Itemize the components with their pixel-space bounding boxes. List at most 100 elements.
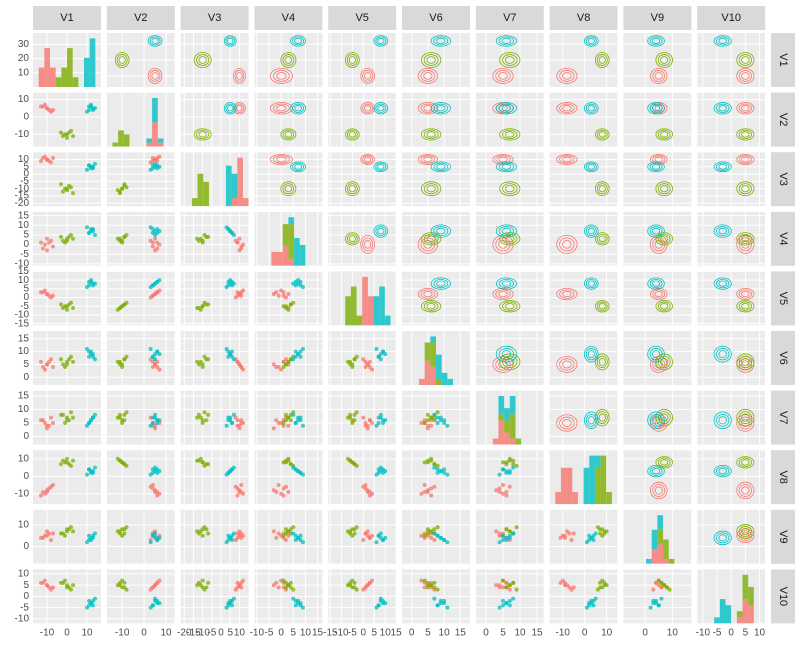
density-contour bbox=[499, 353, 521, 371]
point bbox=[124, 525, 129, 530]
point bbox=[200, 304, 205, 309]
histogram-bar bbox=[152, 122, 158, 147]
point bbox=[65, 186, 69, 191]
panel bbox=[328, 569, 397, 624]
point bbox=[148, 238, 153, 243]
point bbox=[432, 596, 437, 601]
point bbox=[153, 248, 158, 253]
point bbox=[501, 538, 505, 543]
x-tick-label: -10 bbox=[334, 628, 349, 639]
point bbox=[286, 490, 291, 495]
point bbox=[124, 185, 129, 190]
density-contour bbox=[433, 103, 449, 113]
y-tick-label: 5 bbox=[23, 161, 29, 172]
x-tick-label: 10 bbox=[601, 628, 613, 639]
density-contour bbox=[433, 36, 449, 46]
histogram-bar bbox=[498, 396, 505, 415]
density-contour bbox=[502, 129, 518, 140]
density-contour bbox=[423, 290, 433, 298]
density-contour bbox=[583, 161, 599, 173]
point bbox=[71, 415, 75, 420]
point bbox=[224, 423, 229, 428]
point bbox=[202, 410, 207, 415]
panel bbox=[549, 271, 618, 326]
point bbox=[429, 458, 434, 463]
x-tick-label: 15 bbox=[391, 628, 403, 639]
density-contour bbox=[596, 54, 608, 66]
density-contour bbox=[716, 413, 730, 427]
point bbox=[39, 104, 43, 109]
histogram-bar bbox=[498, 420, 505, 445]
point bbox=[598, 531, 603, 536]
density-contour bbox=[562, 240, 572, 249]
density-contour bbox=[236, 105, 243, 112]
strip-label: V8 bbox=[577, 12, 590, 24]
point bbox=[511, 531, 516, 536]
point bbox=[65, 585, 69, 590]
histogram-bar bbox=[663, 558, 669, 564]
point bbox=[45, 157, 49, 162]
y-tick-label: 10 bbox=[18, 67, 30, 78]
point bbox=[504, 527, 509, 532]
x-tick-label: 10 bbox=[754, 628, 766, 639]
density-contour bbox=[652, 289, 666, 299]
point bbox=[445, 605, 450, 610]
histogram-bar bbox=[651, 549, 658, 564]
density-contour bbox=[294, 37, 302, 44]
strip-label: V9 bbox=[777, 530, 789, 543]
y-tick-label: -5 bbox=[20, 602, 29, 613]
point bbox=[69, 525, 73, 530]
y-tick-label: 0 bbox=[23, 541, 29, 552]
point bbox=[150, 603, 155, 608]
histogram-bar bbox=[356, 315, 363, 326]
density-contour bbox=[741, 131, 750, 138]
y-tick-label: -10 bbox=[15, 614, 30, 625]
histogram-bar bbox=[231, 173, 238, 199]
panel bbox=[402, 569, 470, 624]
point bbox=[122, 412, 127, 417]
point bbox=[65, 418, 69, 423]
density-contour bbox=[362, 237, 374, 252]
density-contour bbox=[598, 131, 606, 138]
point bbox=[63, 578, 67, 583]
panel-background bbox=[623, 92, 692, 147]
panel bbox=[402, 152, 470, 207]
point bbox=[291, 412, 296, 417]
density-contour bbox=[362, 155, 374, 164]
density-contour bbox=[377, 105, 385, 112]
point bbox=[589, 535, 594, 540]
point bbox=[85, 472, 89, 477]
density-contour bbox=[430, 161, 451, 173]
y-tick-label: -10 bbox=[15, 183, 30, 194]
point bbox=[659, 580, 664, 585]
point bbox=[367, 418, 372, 423]
density-contour bbox=[716, 36, 730, 46]
density-contour bbox=[713, 277, 732, 290]
point bbox=[39, 580, 43, 585]
point bbox=[438, 415, 443, 420]
density-contour bbox=[423, 54, 439, 66]
point bbox=[419, 491, 424, 496]
y-tick-label: 5 bbox=[23, 283, 29, 294]
density-contour bbox=[583, 411, 599, 429]
point bbox=[45, 423, 49, 428]
histogram-bar bbox=[504, 408, 510, 421]
point bbox=[497, 583, 502, 588]
point bbox=[445, 472, 450, 477]
point bbox=[233, 295, 238, 300]
y-tick-label: -20 bbox=[15, 198, 30, 209]
point bbox=[281, 533, 286, 538]
density-contour bbox=[501, 105, 512, 112]
point bbox=[425, 412, 430, 417]
point bbox=[271, 362, 276, 367]
point bbox=[378, 352, 383, 357]
point bbox=[293, 354, 298, 359]
density-contour bbox=[583, 35, 599, 47]
density-contour bbox=[655, 456, 673, 469]
strip-label: V4 bbox=[282, 12, 295, 24]
density-contour bbox=[225, 36, 235, 46]
x-tick-label: 0 bbox=[361, 628, 367, 639]
point bbox=[281, 578, 286, 583]
point bbox=[235, 418, 240, 423]
histogram-bar bbox=[498, 414, 505, 421]
